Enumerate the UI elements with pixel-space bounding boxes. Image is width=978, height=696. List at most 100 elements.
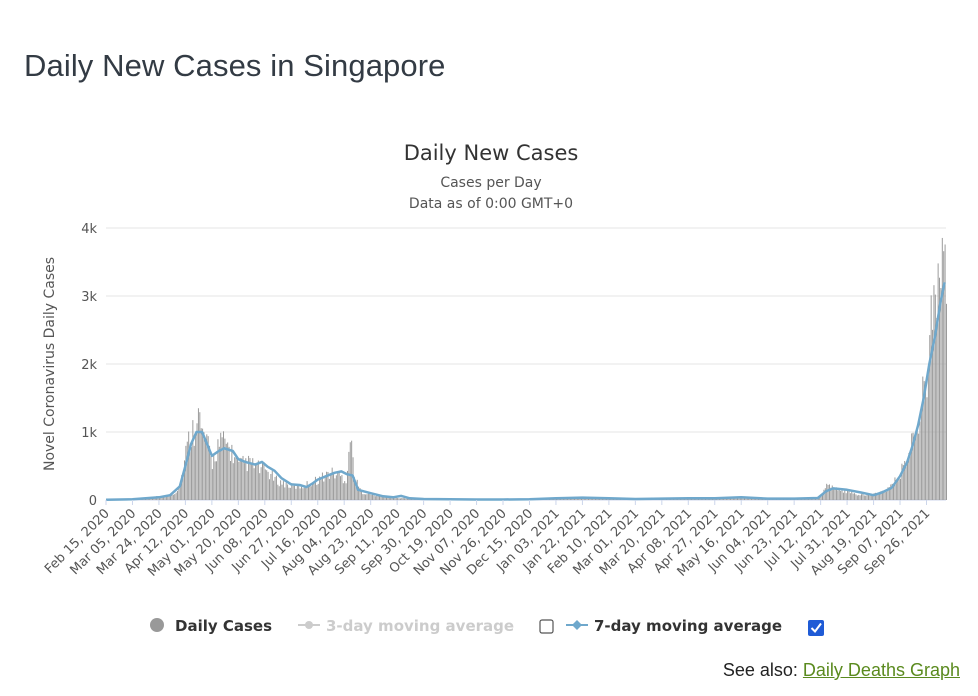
daily-cases-bar xyxy=(346,470,348,500)
daily-cases-bar xyxy=(890,484,892,500)
daily-cases-bar xyxy=(223,431,224,500)
daily-cases-bar xyxy=(239,457,241,500)
daily-cases-bar xyxy=(886,491,888,500)
daily-cases-bar xyxy=(253,468,255,500)
daily-cases-bar xyxy=(281,484,283,500)
daily-cases-bar xyxy=(406,498,408,500)
daily-cases-bar xyxy=(394,498,396,500)
daily-cases-bar xyxy=(929,335,931,500)
daily-cases-bar xyxy=(912,432,914,500)
daily-cases-bar xyxy=(314,476,316,500)
daily-cases-bar xyxy=(831,485,833,500)
checkbox-7day[interactable] xyxy=(808,620,824,636)
daily-cases-bar xyxy=(202,428,204,500)
daily-cases-bar xyxy=(391,497,393,500)
daily-cases-bar xyxy=(235,455,237,500)
daily-cases-bar xyxy=(263,462,265,500)
daily-cases-bar xyxy=(171,494,173,500)
daily-cases-bar xyxy=(365,494,367,500)
daily-cases-bar xyxy=(854,493,856,500)
daily-cases-bar xyxy=(374,496,376,500)
daily-deaths-link[interactable]: Daily Deaths Graph xyxy=(802,660,960,680)
daily-cases-bar xyxy=(185,445,187,500)
daily-cases-bar xyxy=(915,433,917,500)
daily-cases-bar xyxy=(837,490,839,500)
daily-cases-bar xyxy=(586,497,588,500)
daily-cases-bar xyxy=(278,486,280,500)
daily-cases-bar xyxy=(294,484,296,500)
legend-item-7day[interactable]: 7-day moving average xyxy=(566,617,782,635)
daily-cases-bar xyxy=(737,497,739,500)
daily-cases-bar xyxy=(241,458,243,500)
daily-cases-bar xyxy=(739,497,741,500)
daily-cases-bar xyxy=(370,494,372,500)
seven-day-legend-marker xyxy=(572,620,582,630)
chart-svg: Daily New Cases Cases per Day Data as of… xyxy=(42,141,947,636)
daily-cases-bar xyxy=(316,484,318,500)
daily-cases-bar xyxy=(905,463,907,500)
daily-cases-bar xyxy=(178,488,180,500)
daily-cases-bar xyxy=(324,475,326,500)
daily-cases-bar xyxy=(271,470,273,500)
daily-cases-bar xyxy=(405,498,407,500)
daily-cases-bar xyxy=(327,471,329,500)
daily-cases-bar xyxy=(589,498,591,500)
daily-cases-bar xyxy=(289,487,291,500)
daily-cases-bar xyxy=(262,462,263,500)
daily-cases-bar xyxy=(941,237,943,500)
daily-cases-bar xyxy=(248,455,250,500)
daily-cases-bar xyxy=(306,481,308,500)
daily-cases-bar xyxy=(307,485,309,500)
daily-cases-bar xyxy=(351,440,353,500)
daily-cases-bar xyxy=(833,488,835,500)
y-tick-label: 4k xyxy=(81,222,97,237)
daily-cases-bar xyxy=(333,473,335,500)
daily-cases-bar xyxy=(326,471,328,500)
daily-cases-bar xyxy=(358,486,360,500)
daily-cases-bar xyxy=(936,317,938,500)
daily-cases-bar xyxy=(170,495,172,500)
daily-cases-bar xyxy=(830,487,832,500)
daily-cases-bar xyxy=(904,461,906,500)
daily-cases-bar xyxy=(944,244,946,500)
daily-cases-bar xyxy=(387,497,389,500)
checkbox-7day-box xyxy=(808,620,824,636)
daily-cases-bar xyxy=(295,488,297,500)
daily-cases-bar xyxy=(581,498,582,500)
daily-cases-bar xyxy=(296,484,298,500)
daily-cases-bar xyxy=(330,473,332,500)
daily-cases-bar xyxy=(234,457,236,500)
daily-cases-bar xyxy=(858,494,860,500)
daily-cases-bar xyxy=(298,484,300,500)
daily-cases-bar xyxy=(299,488,301,500)
daily-cases-bar xyxy=(404,498,406,500)
checkbox-3day[interactable] xyxy=(539,619,554,634)
daily-cases-bar xyxy=(186,441,188,500)
daily-cases-bar xyxy=(870,494,872,500)
daily-cases-bar xyxy=(260,467,262,500)
daily-cases-bar xyxy=(827,484,829,500)
daily-cases-bar xyxy=(925,388,927,500)
daily-cases-bar xyxy=(320,477,322,500)
daily-cases-bar xyxy=(932,329,934,500)
daily-cases-bar xyxy=(869,495,871,500)
daily-cases-bar xyxy=(220,432,222,500)
daily-cases-bar xyxy=(252,458,254,500)
daily-cases-bar xyxy=(908,452,910,500)
daily-cases-bar xyxy=(302,488,304,500)
daily-cases-bar xyxy=(824,488,826,500)
legend-3day-label: 3-day moving average xyxy=(326,617,514,635)
daily-cases-bar xyxy=(190,447,192,500)
chart-title: Daily New Cases xyxy=(404,141,579,165)
legend-item-3day[interactable]: 3-day moving average xyxy=(298,617,514,635)
daily-cases-bar xyxy=(849,493,851,500)
daily-cases-bar xyxy=(844,490,846,500)
daily-cases-bar xyxy=(192,420,194,500)
daily-cases-bar xyxy=(883,491,885,500)
daily-cases-bar xyxy=(895,480,897,500)
daily-cases-bar xyxy=(287,484,289,500)
daily-cases-bar xyxy=(872,494,874,500)
daily-cases-bar xyxy=(579,498,581,500)
daily-cases-bar xyxy=(165,495,167,500)
legend-item-daily-cases[interactable]: Daily Cases xyxy=(150,617,272,635)
